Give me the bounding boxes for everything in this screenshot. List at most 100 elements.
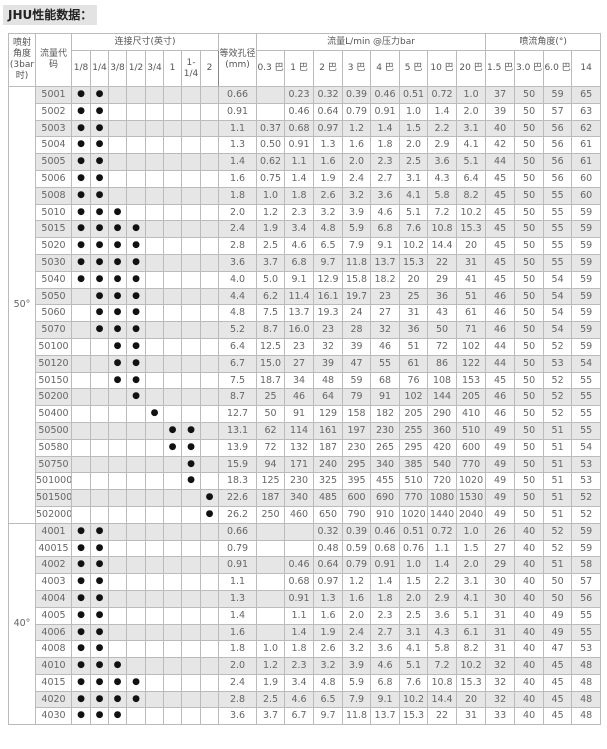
- header-pressure: 0.3 巴: [256, 50, 286, 87]
- orifice-value: 7.5: [218, 371, 258, 390]
- spray-angle-value: 59: [571, 539, 602, 558]
- connection-dot: ●: [163, 438, 182, 457]
- connection-dot: [163, 203, 182, 222]
- flow-value: 0.51: [399, 86, 429, 104]
- flow-value: 3.4: [284, 673, 315, 692]
- spray-angle-value: 55: [571, 388, 602, 407]
- flow-value: 790: [342, 505, 372, 524]
- connection-dot: ●: [71, 86, 91, 104]
- connection-dot: [181, 86, 201, 104]
- table-row: 4015 ● ● ● ● 2.4 1.9 3.4 4.8 5.9 6.8 7.6 10.8 15.3 32 4…: [9, 673, 602, 692]
- spray-angle-value: 55: [543, 186, 573, 205]
- flow-value: 2.3: [370, 606, 401, 625]
- orifice-value: 15.9: [218, 455, 258, 474]
- connection-dot: ●: [126, 304, 146, 323]
- spray-angle-value: 44: [485, 354, 516, 373]
- spray-angle-value: 40: [514, 522, 545, 541]
- flow-value: 3.9: [342, 203, 372, 222]
- flow-value: 91: [370, 388, 401, 407]
- connection-dot: [163, 472, 182, 491]
- connection-dot: [126, 489, 146, 507]
- connection-dot: [126, 455, 146, 474]
- connection-dot: ●: [71, 169, 91, 188]
- spray-angle-value: 50: [514, 153, 545, 171]
- orifice-value: 4.0: [218, 270, 258, 289]
- connection-dot: [199, 539, 220, 558]
- flow-value: 3.2: [342, 640, 372, 659]
- connection-dot: [181, 589, 201, 608]
- spray-angle-value: 59: [571, 522, 602, 541]
- flow-value: 1.9: [313, 169, 344, 188]
- spray-angle-value: 52: [543, 405, 573, 423]
- connection-dot: [181, 405, 201, 423]
- flow-value: 3.6: [370, 186, 401, 205]
- connection-dot: [126, 505, 146, 524]
- connection-dot: [163, 321, 182, 339]
- connection-dot: [163, 86, 182, 104]
- flow-code: 502000: [35, 505, 72, 524]
- flow-value: 4.6: [284, 237, 315, 255]
- performance-table: 喷射角度(3bar时) 流量代码 连接尺寸(英寸) 等效孔径(mm) 流量L/m…: [8, 33, 602, 726]
- flow-value: 16.1: [313, 287, 344, 306]
- connection-dot: [108, 522, 127, 541]
- flow-value: 14.4: [427, 690, 458, 709]
- flow-value: 0.79: [342, 102, 372, 121]
- connection-dot: [108, 388, 127, 407]
- connection-dot: [90, 438, 109, 457]
- spray-angle-value: 29: [485, 556, 516, 575]
- flow-code: 4001: [35, 522, 72, 541]
- flow-code: 5001: [35, 86, 72, 104]
- flow-value: 1.3: [313, 136, 344, 155]
- flow-value: 1.0: [256, 640, 286, 659]
- flow-value: [284, 522, 315, 541]
- spray-angle-value: 61: [571, 136, 602, 155]
- spray-angle-value: 50: [514, 169, 545, 188]
- flow-value: 72: [427, 337, 458, 356]
- orifice-value: 13.1: [218, 421, 258, 440]
- flow-value: 9.7: [313, 707, 344, 726]
- flow-value: 2.2: [427, 119, 458, 138]
- connection-dot: ●: [71, 673, 91, 692]
- spray-angle-value: 58: [571, 556, 602, 575]
- spray-angle-value: 55: [571, 606, 602, 625]
- spray-angle-value: 30: [485, 573, 516, 591]
- flow-code: 4005: [35, 606, 72, 625]
- flow-value: 51: [399, 337, 429, 356]
- connection-dot: [145, 606, 164, 625]
- spray-angle-value: 45: [485, 220, 516, 239]
- flow-value: 2.0: [456, 102, 487, 121]
- flow-value: 0.76: [399, 539, 429, 558]
- connection-dot: [145, 321, 164, 339]
- flow-value: 6.2: [256, 287, 286, 306]
- flow-value: 230: [370, 421, 401, 440]
- connection-dot: [145, 539, 164, 558]
- spray-angle-value: 50: [514, 421, 545, 440]
- flow-value: 23: [284, 337, 315, 356]
- flow-value: 1.0: [399, 102, 429, 121]
- flow-value: 205: [456, 388, 487, 407]
- flow-value: [256, 623, 286, 642]
- flow-value: 71: [456, 321, 487, 339]
- spray-angle-value: 52: [543, 522, 573, 541]
- orifice-value: 13.9: [218, 438, 258, 457]
- orifice-value: 1.1: [218, 573, 258, 591]
- flow-value: 510: [456, 421, 487, 440]
- connection-dot: [163, 119, 182, 138]
- flow-value: 20: [456, 237, 487, 255]
- connection-dot: ●: [90, 186, 109, 205]
- table-row: 50120 ● ● 6.7 15.0 27 39 47 55 61 86 122 44 50 53 54: [9, 354, 602, 373]
- connection-dot: [163, 102, 182, 121]
- flow-value: 1.1: [284, 606, 315, 625]
- spray-angle-value: 52: [571, 489, 602, 507]
- flow-value: 18.2: [370, 270, 401, 289]
- flow-code: 501000: [35, 472, 72, 491]
- flow-value: [256, 556, 286, 575]
- flow-value: 15.3: [399, 707, 429, 726]
- flow-value: 28: [342, 321, 372, 339]
- connection-dot: [108, 186, 127, 205]
- flow-value: 7.9: [342, 237, 372, 255]
- header-pressure: 4 巴: [370, 50, 401, 87]
- flow-value: 1.5: [399, 573, 429, 591]
- spray-angle-value: 50: [514, 505, 545, 524]
- connection-dot: [163, 136, 182, 155]
